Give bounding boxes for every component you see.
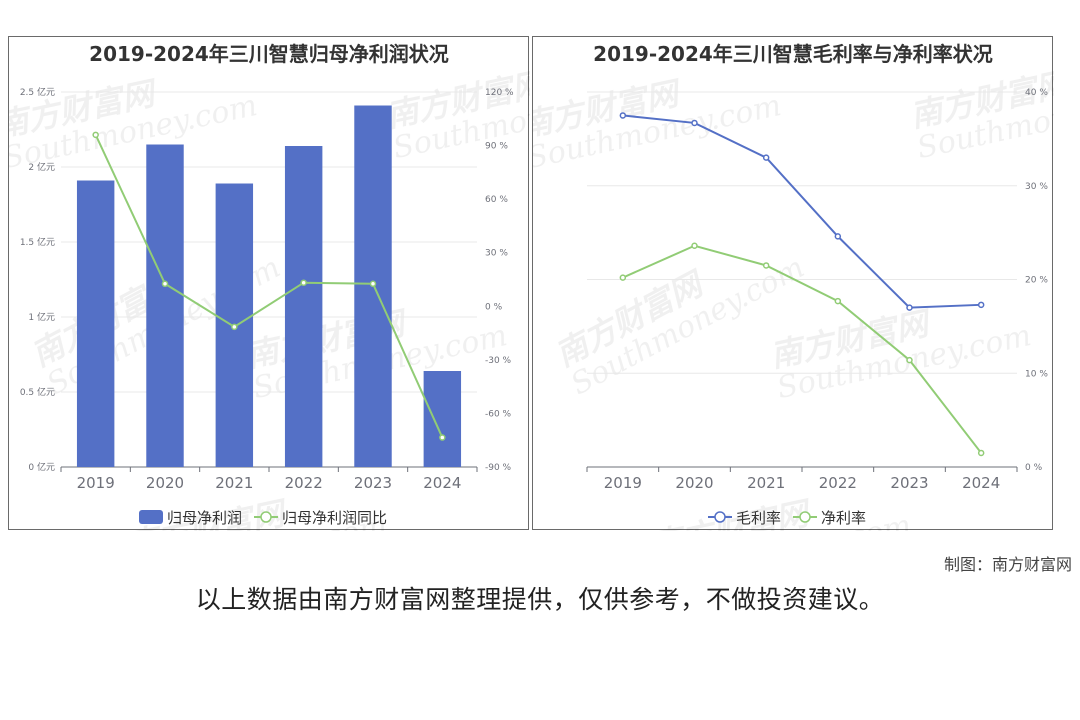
y-right-tick-label: -90 %	[485, 463, 512, 473]
legend-marker	[799, 511, 811, 523]
x-tick-label: 2023	[890, 474, 928, 492]
yoy-point	[161, 280, 169, 288]
y-right-tick-label: -60 %	[485, 409, 512, 419]
y-right-tick-label: 40 %	[1025, 88, 1048, 98]
x-tick-label: 2020	[146, 474, 184, 492]
gross-margin-point	[977, 301, 985, 309]
net-margin-point	[762, 262, 770, 269]
net-margin-point	[906, 356, 913, 364]
y-right-tick-label: 120 %	[485, 88, 514, 98]
legend-item: 净利率	[793, 509, 866, 527]
yoy-line	[94, 134, 444, 438]
chart-title: 2019-2024年三川智慧归母净利润状况	[89, 42, 449, 66]
x-tick-label: 2023	[354, 474, 392, 492]
yoy-point	[369, 280, 377, 288]
legend-label: 净利率	[821, 509, 866, 527]
net-margin-point	[619, 274, 627, 281]
net-margin-point	[834, 297, 842, 305]
gross-margin-point	[906, 304, 913, 311]
x-tick-label: 2019	[604, 474, 642, 492]
y-left-tick-label: 2.5 亿元	[20, 86, 55, 98]
legend-item: 毛利率	[708, 509, 781, 527]
disclaimer-note: 以上数据由南方财富网整理提供，仅供参考，不做投资建议。	[195, 585, 885, 614]
bar	[146, 144, 184, 467]
yoy-point	[300, 279, 307, 286]
x-tick-label: 2021	[215, 474, 253, 492]
gross-margin-point	[834, 233, 842, 240]
chart-credit: 制图：南方财富网	[943, 555, 1072, 574]
watermark-cn: 南方财富网	[647, 493, 816, 531]
y-right-tick-label: 20 %	[1025, 276, 1048, 286]
net-margin-line	[622, 244, 982, 454]
x-tick-label: 2022	[285, 474, 323, 492]
x-tick-label: 2024	[962, 474, 1000, 492]
bar	[284, 146, 323, 467]
legend-label: 归母净利润同比	[282, 509, 387, 527]
legend-label: 归母净利润	[167, 509, 242, 527]
yoy-point	[92, 131, 99, 139]
y-right-tick-label: -30 %	[485, 356, 512, 366]
y-left-tick-label: 0.5 亿元	[20, 386, 55, 398]
y-right-tick-label: 30 %	[1025, 182, 1048, 192]
gross-margin-line	[622, 114, 982, 309]
margin-chart: 南方财富网 Southmoney.com 南方财富网 Southmoney.com 南方…	[532, 36, 1054, 531]
x-tick-label: 2019	[77, 474, 115, 492]
x-tick-label: 2024	[423, 474, 461, 492]
bar	[423, 371, 462, 467]
yoy-point	[231, 323, 238, 331]
legend-item: 归母净利润同比	[254, 509, 387, 527]
yoy-point	[439, 434, 446, 441]
legend-swatch	[139, 510, 163, 524]
x-tick-label: 2020	[675, 474, 713, 492]
legend-marker	[714, 511, 726, 523]
x-tick-label: 2021	[747, 474, 785, 492]
net-margin-point	[691, 242, 698, 249]
net-margin-point	[977, 449, 985, 457]
y-left-tick-label: 0 亿元	[28, 461, 55, 473]
y-right-tick-label: 90 %	[485, 142, 508, 152]
chart-title: 2019-2024年三川智慧毛利率与净利率状况	[593, 42, 993, 66]
gross-margin-point	[691, 119, 698, 127]
legend-marker	[260, 511, 272, 523]
legend-item: 归母净利润	[139, 509, 242, 527]
y-left-tick-label: 2 亿元	[28, 161, 55, 173]
y-right-tick-label: 60 %	[485, 195, 508, 205]
gross-margin-point	[619, 112, 627, 119]
x-tick-label: 2022	[819, 474, 857, 492]
y-right-tick-label: 10 %	[1025, 369, 1048, 379]
legend-label: 毛利率	[736, 509, 781, 527]
y-right-tick-label: 0 %	[1025, 463, 1043, 473]
gross-margin-point	[762, 154, 770, 161]
bar	[76, 180, 115, 467]
y-left-tick-label: 1.5 亿元	[20, 236, 55, 248]
y-right-tick-label: 30 %	[485, 249, 508, 259]
y-right-tick-label: 0 %	[485, 302, 503, 312]
net-profit-chart: 南方财富网 Southmoney.com 南方财富网 Southmoney.com 南方…	[8, 36, 530, 531]
y-left-tick-label: 1 亿元	[28, 311, 55, 323]
